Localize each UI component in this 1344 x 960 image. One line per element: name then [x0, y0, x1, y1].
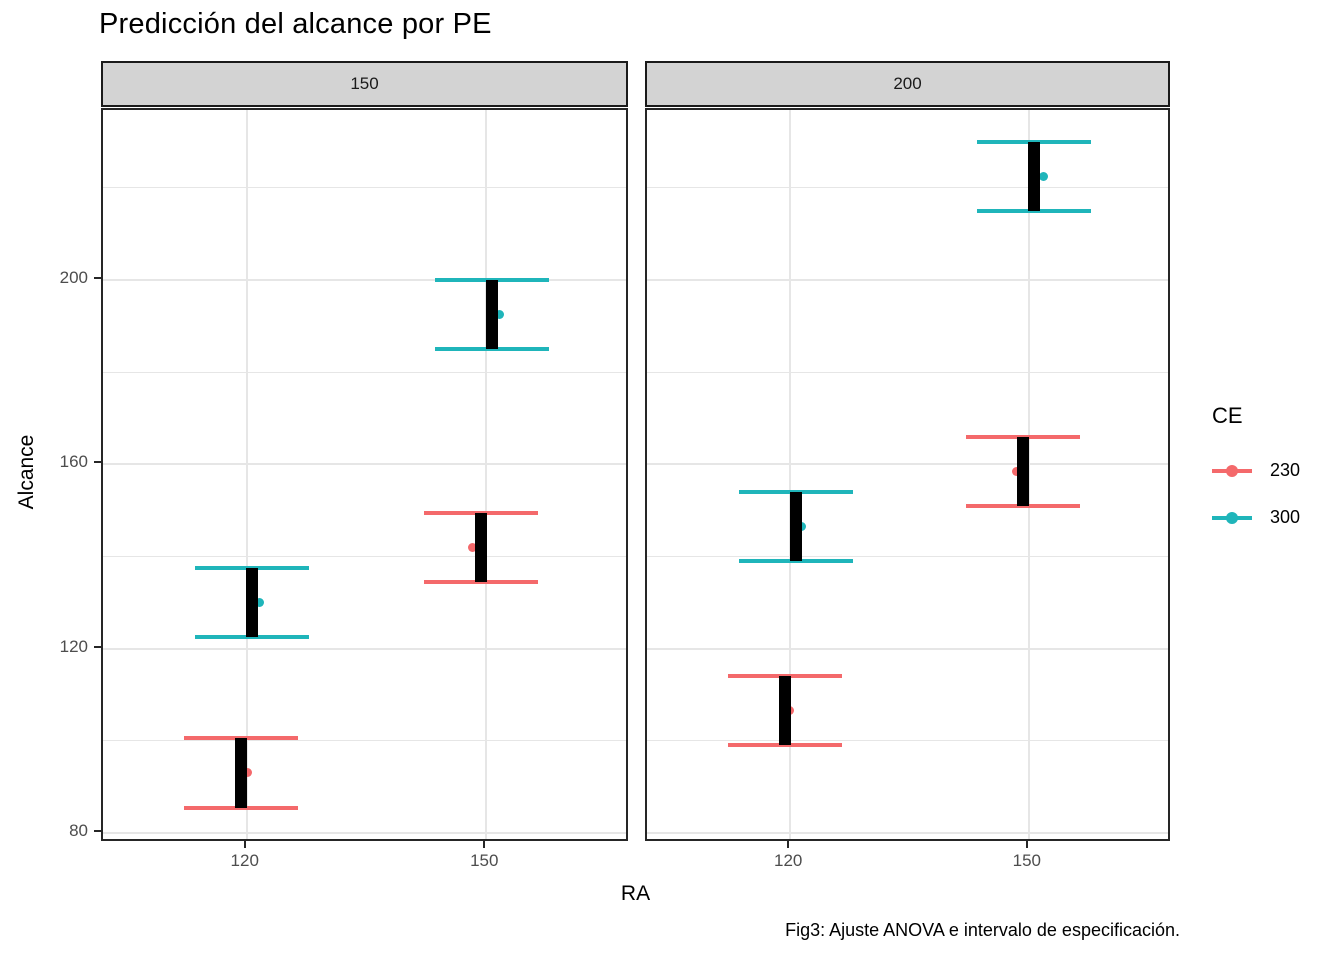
major-gridline — [103, 831, 626, 834]
legend-entry-label: 230 — [1270, 460, 1301, 480]
y-tick-label: 80 — [69, 820, 88, 840]
y-tick-label: 200 — [59, 268, 88, 287]
legend-key-icon — [1212, 461, 1252, 481]
interval-cap — [966, 503, 1081, 508]
x-tick-label: 120 — [230, 851, 259, 870]
x-axis-tick — [483, 841, 486, 848]
minor-gridline — [647, 555, 1168, 557]
interval-bar — [235, 738, 248, 808]
minor-gridline — [103, 371, 626, 373]
major-gridline-vertical — [245, 110, 248, 839]
legend-entry-label: 300 — [1270, 507, 1301, 527]
major-gridline — [103, 647, 626, 650]
x-axis-title: RA — [620, 882, 651, 905]
minor-gridline — [647, 187, 1168, 189]
legend-entry: 230 — [1212, 447, 1342, 494]
major-gridline-vertical — [789, 110, 792, 839]
interval-bar — [485, 280, 498, 350]
major-gridline — [103, 279, 626, 281]
y-axis-title: Alcance — [15, 434, 38, 510]
x-axis-tick — [243, 841, 246, 848]
major-gridline — [647, 831, 1168, 834]
legend-entries: 230 300 — [1212, 447, 1342, 541]
interval-bar — [778, 676, 791, 746]
interval-cap — [184, 805, 299, 810]
facet-strip: 200 — [645, 61, 1170, 107]
prediction-point — [797, 521, 807, 531]
y-axis-tick — [94, 461, 101, 464]
figure-caption: Fig3: Ajuste ANOVA e intervalo de especi… — [785, 920, 1180, 940]
y-axis-tick — [94, 829, 101, 832]
interval-cap — [195, 635, 310, 640]
prediction-point — [495, 310, 505, 320]
major-gridline — [103, 463, 626, 466]
prediction-point — [254, 598, 264, 607]
interval-cap — [738, 559, 853, 564]
interval-cap — [977, 208, 1092, 213]
major-gridline — [647, 647, 1168, 650]
legend-title: CE — [1212, 403, 1243, 428]
major-gridline — [647, 279, 1168, 281]
minor-gridline — [647, 740, 1168, 742]
facet-strip: 150 — [101, 61, 628, 107]
prediction-point — [468, 542, 478, 552]
x-axis-tick — [787, 841, 790, 848]
prediction-point — [1038, 171, 1048, 181]
x-tick-label: 150 — [1012, 851, 1041, 870]
prediction-point — [1011, 466, 1021, 476]
facet-panel — [101, 108, 628, 841]
legend: CE 230 300 — [1212, 403, 1342, 541]
y-tick-label: 160 — [59, 452, 88, 472]
x-axis-tick — [1025, 841, 1028, 848]
chart-title: Predicción del alcance por PE — [99, 8, 492, 40]
y-axis-tick — [94, 277, 101, 279]
major-gridline — [647, 463, 1168, 466]
major-gridline-vertical — [485, 110, 488, 839]
interval-cap — [423, 579, 538, 584]
minor-gridline — [103, 740, 626, 742]
interval-bar — [789, 491, 802, 562]
interval-bar — [1028, 141, 1041, 211]
interval-bar — [474, 512, 487, 582]
minor-gridline — [103, 187, 626, 189]
x-tick-label: 120 — [773, 851, 803, 870]
legend-key-dot — [1226, 464, 1238, 477]
minor-gridline — [103, 555, 626, 557]
y-axis-tick — [94, 645, 101, 648]
interval-bar — [1017, 436, 1030, 506]
prediction-point — [242, 768, 252, 778]
interval-bar — [246, 567, 259, 638]
x-tick-label: 150 — [470, 851, 499, 870]
facet-panel — [645, 108, 1170, 841]
legend-entry: 300 — [1212, 494, 1342, 541]
interval-cap — [727, 743, 842, 748]
legend-key-icon — [1212, 508, 1252, 528]
interval-cap — [434, 347, 549, 352]
legend-key-dot — [1226, 511, 1238, 524]
y-tick-label: 120 — [59, 636, 88, 656]
minor-gridline — [647, 371, 1168, 373]
